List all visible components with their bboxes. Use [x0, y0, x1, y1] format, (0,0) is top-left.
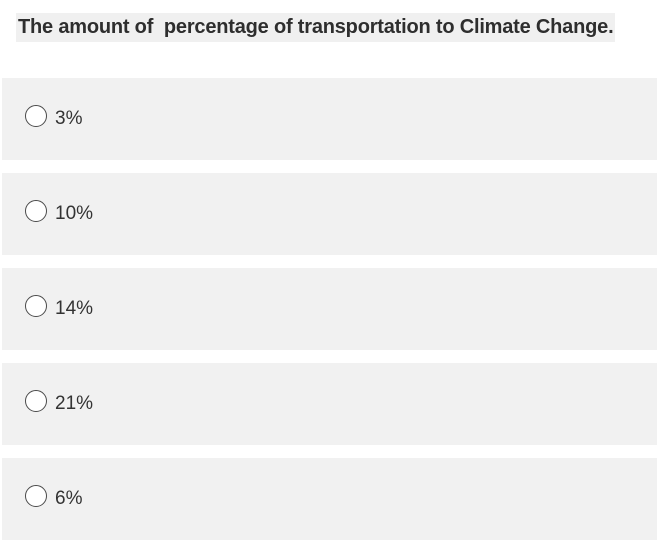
- radio-button-icon[interactable]: [25, 200, 47, 222]
- radio-button-icon[interactable]: [25, 105, 47, 127]
- radio-button-icon[interactable]: [25, 295, 47, 317]
- option-label: 6%: [55, 488, 83, 509]
- option-label: 14%: [55, 298, 94, 319]
- answer-options: 3% 10% 14% 21% 6%: [2, 78, 657, 553]
- option-label: 10%: [55, 203, 94, 224]
- option-14-percent[interactable]: 14%: [2, 268, 657, 350]
- option-3-percent[interactable]: 3%: [2, 78, 657, 160]
- option-21-percent[interactable]: 21%: [2, 363, 657, 445]
- radio-button-icon[interactable]: [25, 390, 47, 412]
- option-10-percent[interactable]: 10%: [2, 173, 657, 255]
- option-6-percent[interactable]: 6%: [2, 458, 657, 540]
- radio-button-icon[interactable]: [25, 485, 47, 507]
- question-text: The amount of percentage of transportati…: [16, 13, 616, 42]
- option-label: 21%: [55, 393, 94, 414]
- option-label: 3%: [55, 108, 83, 129]
